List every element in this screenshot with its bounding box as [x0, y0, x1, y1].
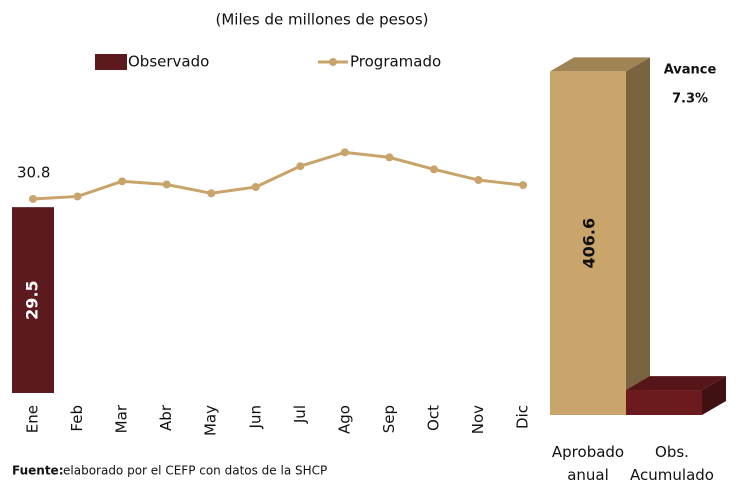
x-tick-label: Jun	[246, 405, 264, 429]
line-marker	[519, 181, 528, 190]
line-marker	[251, 182, 260, 191]
x-tick-label: Mar	[113, 404, 131, 433]
x-tick-label: Obs. Acumulado	[630, 443, 714, 484]
x-tick-label: Abr	[157, 404, 175, 431]
x-tick-label: Jul	[291, 405, 309, 424]
line-marker	[207, 189, 216, 198]
line-value-label: 30.8	[17, 163, 50, 181]
bar	[550, 71, 626, 416]
bar-side	[626, 57, 650, 415]
x-tick-label: Sep	[380, 405, 398, 433]
x-tick-label: Ago	[335, 405, 353, 434]
x-tick-label: Dic	[514, 405, 532, 429]
x-tick-label: May	[202, 405, 220, 436]
line-marker	[385, 153, 394, 162]
line-marker	[73, 192, 82, 201]
x-tick-label: Ene	[24, 405, 42, 433]
line-marker	[29, 194, 37, 203]
line-marker	[118, 177, 127, 186]
source: elaborado por el CEFP con datos de la SH…	[63, 464, 327, 478]
bar	[626, 390, 702, 415]
line-marker	[474, 176, 483, 185]
bar	[12, 207, 54, 393]
line-marker	[162, 180, 171, 189]
x-tick-label: Nov	[469, 405, 487, 434]
line	[32, 150, 524, 201]
line-marker	[340, 148, 349, 157]
source-label: Fuente:	[12, 464, 64, 478]
bar-top	[626, 376, 726, 391]
bar-value-label: 29.5	[23, 280, 42, 319]
x-tick-label: Feb	[68, 405, 86, 432]
x-tick-label: Aprobado anual	[552, 443, 624, 484]
annotation: Avance	[664, 63, 717, 78]
legend-label: Observado	[128, 53, 209, 71]
annotation: 7.3%	[672, 92, 708, 107]
bar-top	[550, 57, 650, 72]
bar-side	[702, 376, 726, 415]
line-marker	[296, 162, 305, 171]
line-marker	[429, 165, 438, 174]
legend-label: Programado	[350, 53, 441, 71]
legend-swatch	[95, 54, 127, 70]
bar-value-label: 406.6	[580, 218, 599, 269]
x-tick-label: Oct	[424, 405, 442, 431]
legend-marker	[329, 58, 337, 66]
chart-title: (Miles de millones de pesos)	[216, 11, 429, 29]
